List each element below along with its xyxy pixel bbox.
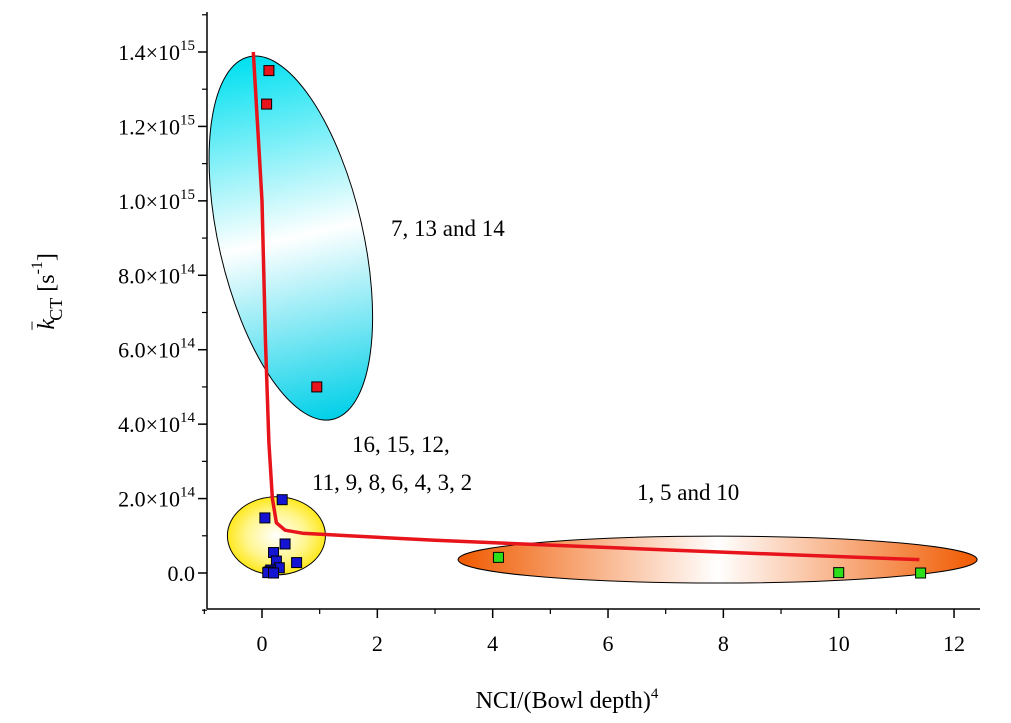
data-point	[263, 65, 275, 77]
data-point	[276, 494, 288, 506]
group-label-line-2: 11, 9, 8, 6, 4, 3, 2	[312, 470, 472, 495]
group-label-7-13-14: 7, 13 and 14	[391, 216, 505, 241]
y-tick-label: 1.4×1015	[118, 38, 195, 65]
x-axis-title: NCI/(Bowl depth)4	[476, 686, 659, 714]
data-point	[261, 98, 273, 110]
x-tick-label: 2	[372, 631, 383, 656]
data-point	[268, 567, 280, 579]
fit-line	[251, 51, 920, 562]
data-point	[833, 567, 845, 579]
y-axis-title: k−CT [s-1]	[22, 253, 66, 331]
data-point	[279, 538, 291, 550]
y-tick-label: 6.0×1014	[118, 336, 195, 363]
x-tick-label: 0	[257, 631, 268, 656]
y-tick-label: 1.0×1015	[118, 187, 195, 214]
data-point	[259, 512, 271, 524]
y-tick-label: 4.0×1014	[118, 410, 195, 437]
group-label-1-5-10: 1, 5 and 10	[637, 480, 739, 505]
fit-curve	[251, 51, 920, 562]
y-tick-label: 1.2×1015	[118, 112, 195, 139]
x-tick-label: 12	[943, 631, 965, 656]
x-tick-label: 6	[603, 631, 614, 656]
group-label-line-1: 16, 15, 12,	[352, 432, 450, 457]
y-tick-label: 2.0×1014	[118, 485, 195, 512]
x-tick-label: 10	[828, 631, 850, 656]
group-ellipses	[208, 55, 978, 584]
data-point	[291, 557, 303, 569]
y-tick-label: 0.0	[168, 561, 196, 586]
x-tick-label: 8	[718, 631, 729, 656]
annotations: 7, 13 and 14 16, 15, 12, 11, 9, 8, 6, 4, 3…	[312, 216, 739, 505]
axes: 0 2 4 6 8 10 12 0.0 2.0×1014 4.0×1014 6.0×1014 8.0×…	[118, 12, 980, 656]
group-ellipse-1	[208, 55, 374, 421]
data-point	[492, 551, 504, 563]
data-point	[311, 381, 323, 393]
x-tick-label: 4	[487, 631, 498, 656]
data-points	[259, 65, 927, 579]
data-point	[915, 567, 927, 579]
y-tick-label: 8.0×1014	[118, 261, 195, 288]
